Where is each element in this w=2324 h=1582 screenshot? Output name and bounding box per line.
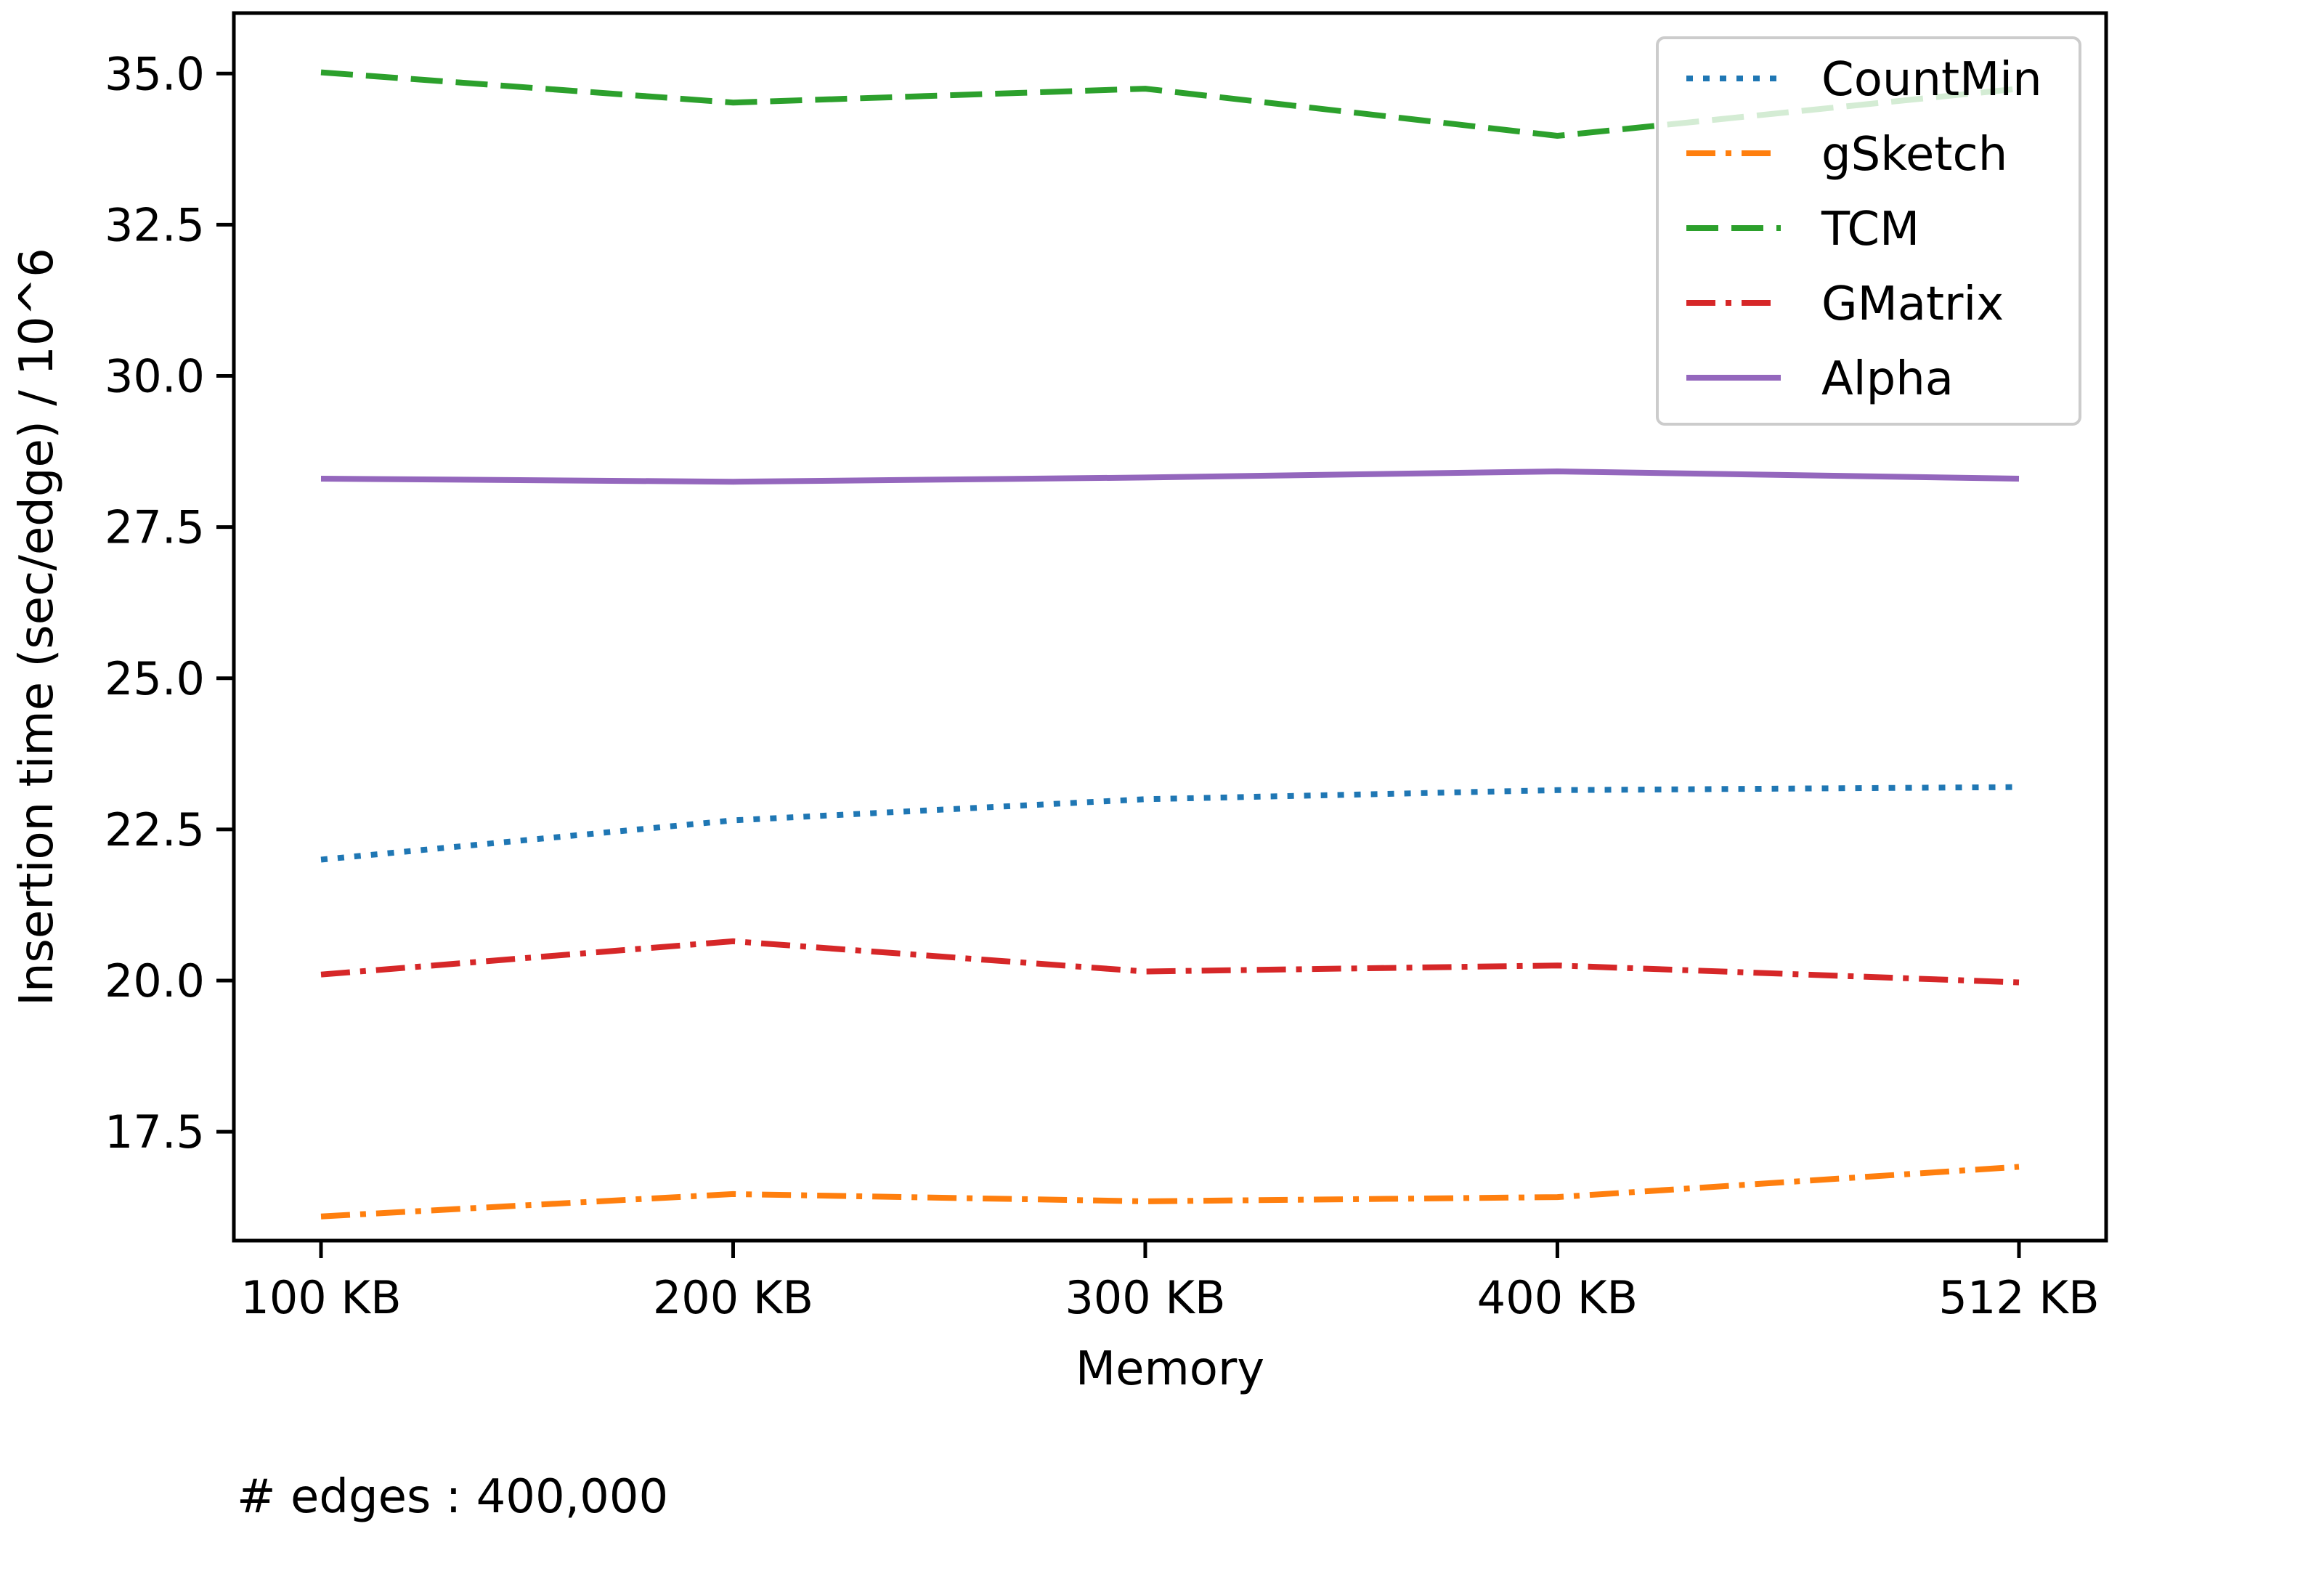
series-line-gsketch [320, 1164, 2020, 1220]
x-tick-label: 100 KB [240, 1271, 401, 1324]
series-line-alpha [320, 468, 2020, 485]
y-tick-label: 17.5 [105, 1106, 205, 1159]
series-line-tcm [320, 69, 2020, 139]
series-line-gmatrix [320, 938, 2020, 986]
x-tick-label: 400 KB [1477, 1271, 1638, 1324]
legend-label-countmin: CountMin [1821, 53, 2042, 107]
x-axis-label: Memory [1076, 1342, 1264, 1396]
y-tick-label: 32.5 [105, 198, 205, 251]
y-axis: 17.5 20.0 22.5 25.0 27.5 30.0 32.5 35.0 [105, 47, 234, 1159]
x-tick-label: 200 KB [653, 1271, 813, 1324]
y-tick-label: 25.0 [105, 652, 205, 705]
y-axis-label: Insertion time (sec/edge) / 10^6 [10, 248, 64, 1006]
y-tick-label: 30.0 [105, 350, 205, 403]
edges-count-note: # edges : 400,000 [237, 1470, 668, 1524]
x-axis: 100 KB 200 KB 300 KB 400 KB 512 KB [240, 1241, 2100, 1324]
legend-box [1656, 36, 2081, 426]
legend-label-tcm: TCM [1821, 203, 1919, 256]
y-tick-label: 27.5 [105, 501, 205, 554]
legend-label-gmatrix: GMatrix [1821, 277, 2004, 331]
y-tick-label: 35.0 [105, 47, 205, 100]
plot-frame [232, 11, 2108, 1243]
legend-label-alpha: Alpha [1821, 352, 1954, 406]
x-tick-label: 512 KB [1938, 1271, 2099, 1324]
legend-label-gsketch: gSketch [1821, 128, 2007, 182]
y-tick-label: 20.0 [105, 954, 205, 1007]
y-tick-label: 22.5 [105, 803, 205, 856]
series-line-countmin [320, 784, 2020, 863]
x-tick-label: 300 KB [1065, 1271, 1225, 1324]
legend: CountMin gSketch TCM GMatrix Alpha [1656, 36, 2081, 426]
series-layer [320, 69, 2020, 1220]
